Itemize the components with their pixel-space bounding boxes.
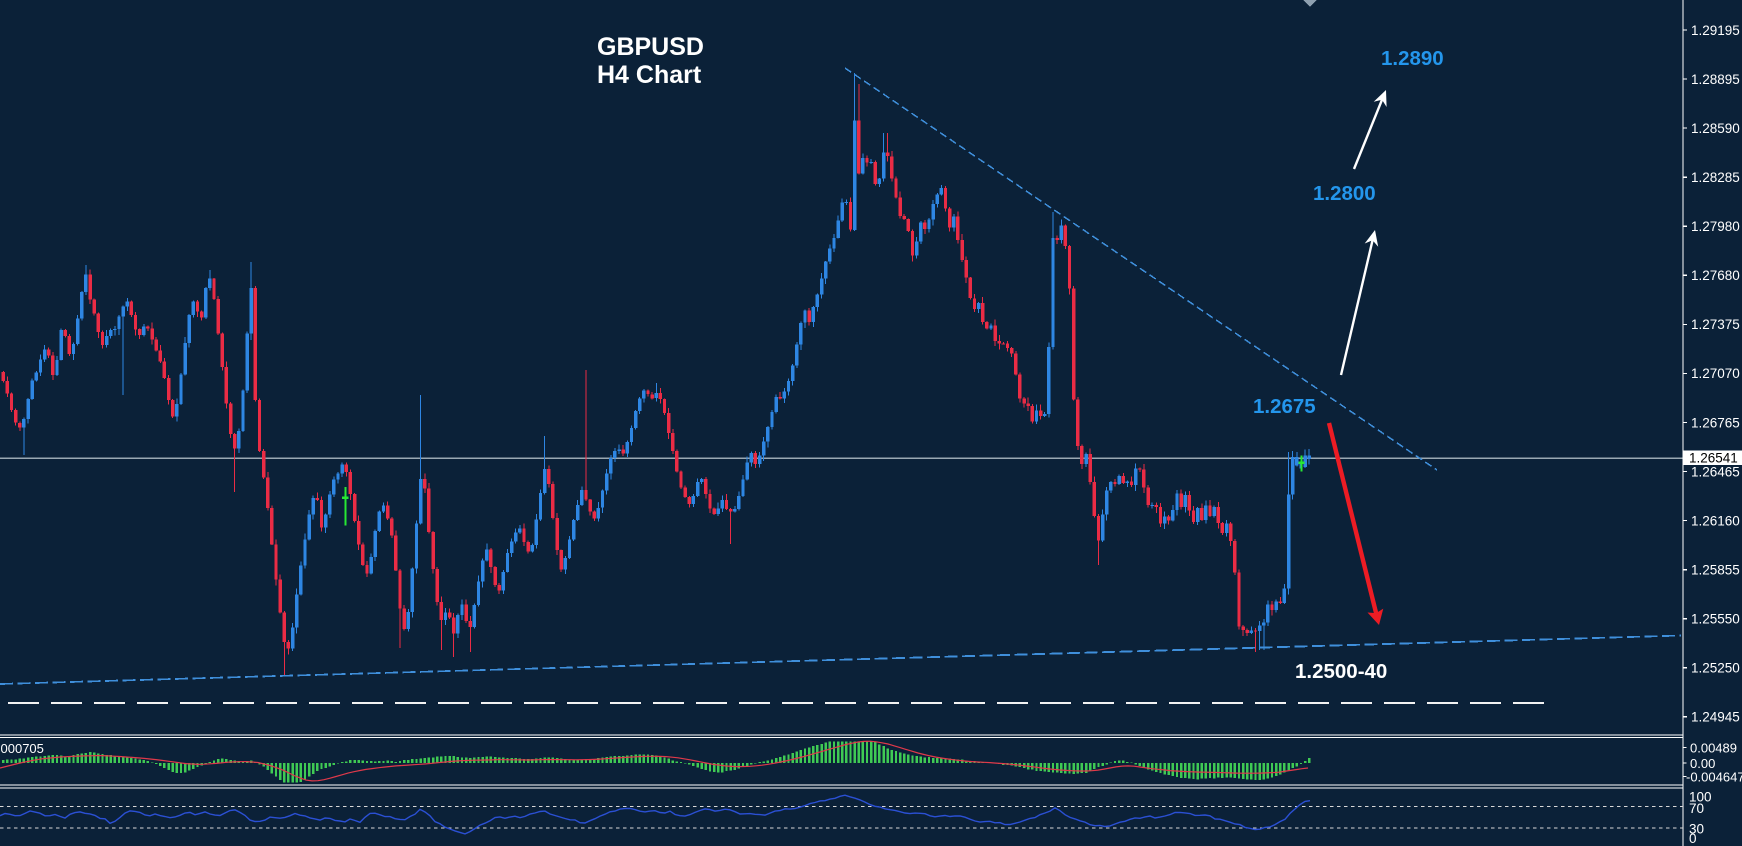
svg-text:1.26160: 1.26160 xyxy=(1691,513,1740,528)
svg-text:1.26465: 1.26465 xyxy=(1691,464,1740,479)
svg-text:1.2500-40: 1.2500-40 xyxy=(1295,660,1387,683)
svg-text:70: 70 xyxy=(1689,801,1704,816)
svg-text:0.00489: 0.00489 xyxy=(1690,740,1737,755)
svg-text:0.00: 0.00 xyxy=(1690,756,1715,771)
svg-text:1.27375: 1.27375 xyxy=(1691,317,1740,332)
svg-text:1.28895: 1.28895 xyxy=(1691,72,1740,87)
svg-text:-0.004647: -0.004647 xyxy=(1686,769,1742,784)
svg-text:1.25550: 1.25550 xyxy=(1691,612,1740,627)
svg-text:1.24945: 1.24945 xyxy=(1691,710,1740,725)
svg-text:0: 0 xyxy=(1689,831,1697,846)
svg-text:1.26765: 1.26765 xyxy=(1691,415,1740,430)
svg-text:1.2890: 1.2890 xyxy=(1381,47,1444,70)
svg-text:1.28285: 1.28285 xyxy=(1691,170,1740,185)
svg-text:1.27070: 1.27070 xyxy=(1691,366,1740,381)
svg-text:1.2800: 1.2800 xyxy=(1313,182,1376,205)
svg-text:H4 Chart: H4 Chart xyxy=(597,61,702,89)
svg-text:1.26541: 1.26541 xyxy=(1689,451,1738,466)
svg-text:1.29195: 1.29195 xyxy=(1691,23,1740,38)
svg-text:1.2675: 1.2675 xyxy=(1253,395,1316,418)
svg-text:1.27680: 1.27680 xyxy=(1691,268,1740,283)
svg-text:100: 100 xyxy=(1689,790,1712,805)
svg-text:30: 30 xyxy=(1689,822,1704,837)
svg-text:1.27980: 1.27980 xyxy=(1691,219,1740,234)
svg-text:1.28590: 1.28590 xyxy=(1691,121,1740,136)
svg-text:000705: 000705 xyxy=(1,741,44,756)
svg-text:1.25855: 1.25855 xyxy=(1691,563,1740,578)
svg-text:GBPUSD: GBPUSD xyxy=(597,33,704,61)
svg-text:1.25250: 1.25250 xyxy=(1691,661,1740,676)
